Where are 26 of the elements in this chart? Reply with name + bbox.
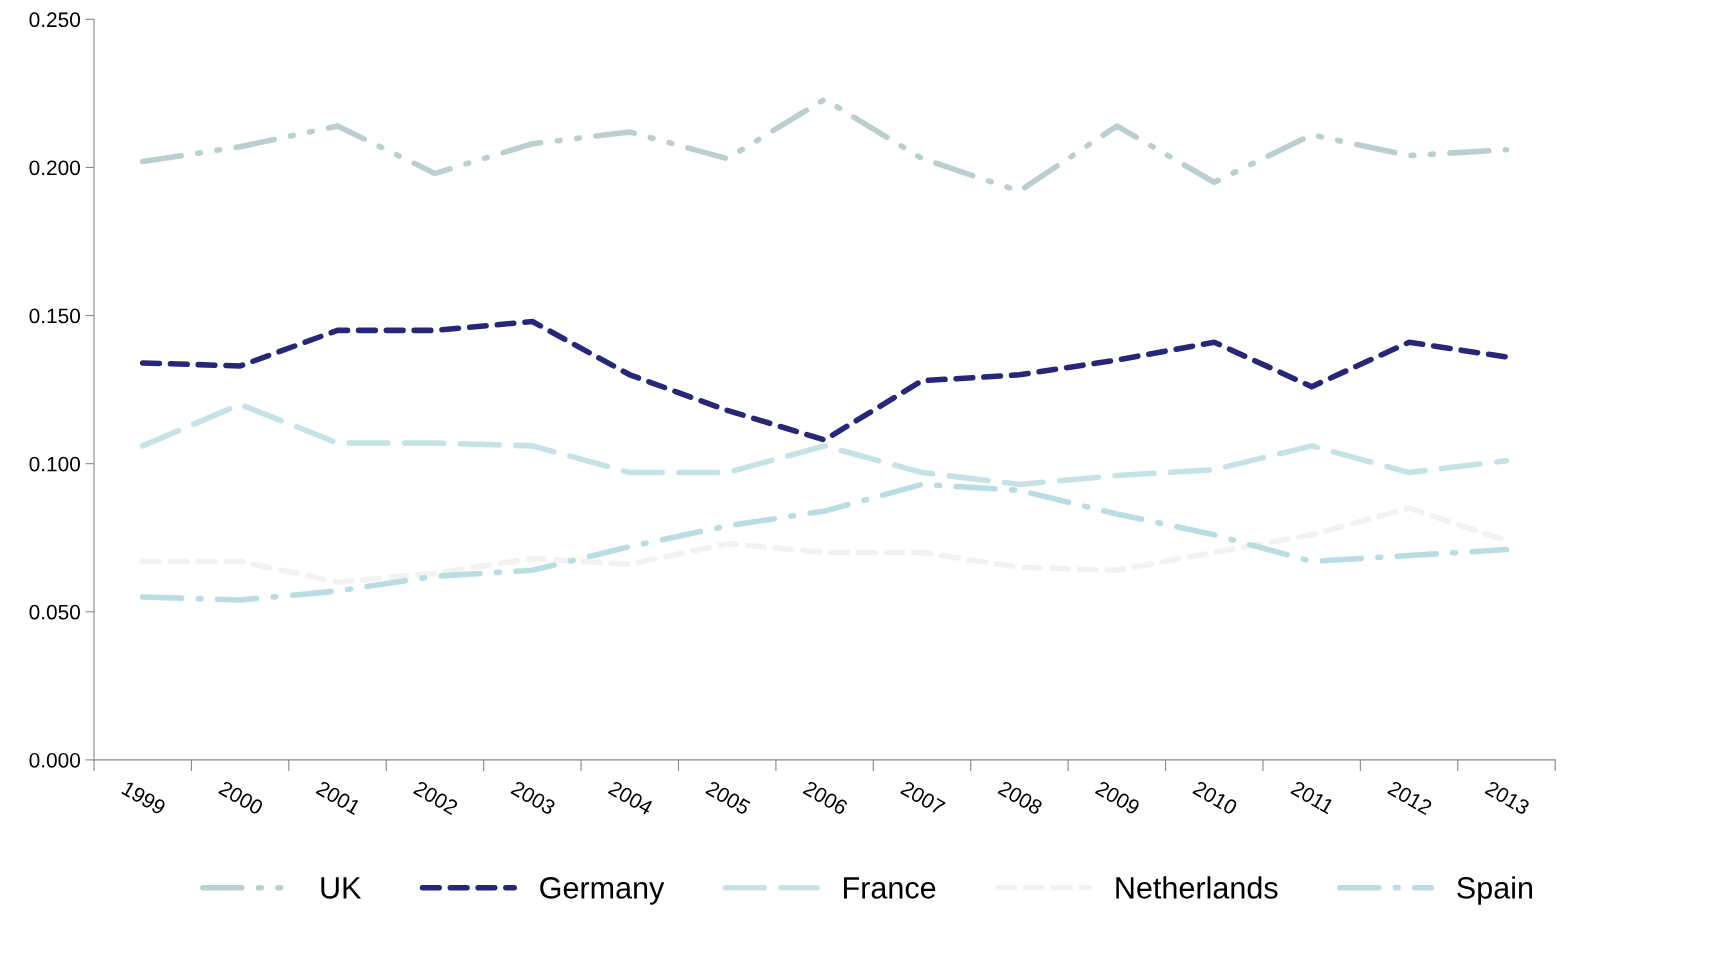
x-tick-label: 2006: [802, 780, 849, 816]
x-tick-label: 2005: [705, 780, 752, 816]
legend-label: France: [844, 877, 936, 899]
legend-label: Germany: [540, 877, 665, 905]
x-tick-label: 2001: [315, 780, 362, 816]
legend-label: UK: [321, 877, 362, 899]
x-tick-label: 2013: [1484, 780, 1531, 816]
y-tick-label: 0.000: [29, 752, 80, 768]
x-tick-label: 2010: [1192, 780, 1239, 816]
x-tick-label: 2000: [218, 780, 265, 816]
x-tick-label: 2007: [900, 780, 946, 816]
legend-label: Netherlands: [1116, 876, 1278, 899]
x-tick-label: 2008: [997, 780, 1044, 816]
y-tick-label: 0.200: [29, 160, 80, 176]
x-tick-label: 2002: [412, 780, 459, 816]
y-tick-label: 0.100: [29, 456, 80, 472]
x-tick-label: 2011: [1290, 780, 1335, 815]
y-tick-label: 0.150: [29, 308, 80, 324]
x-tick-label: 2003: [510, 780, 557, 816]
x-tick-label: 2004: [607, 780, 654, 816]
x-tick-label: 1999: [121, 780, 167, 816]
x-tick-label: 2009: [1094, 780, 1141, 816]
x-tick-label: 2012: [1387, 780, 1433, 816]
y-tick-label: 0.250: [29, 12, 80, 28]
y-tick-label: 0.050: [29, 604, 80, 620]
legend-label: Spain: [1457, 876, 1532, 905]
